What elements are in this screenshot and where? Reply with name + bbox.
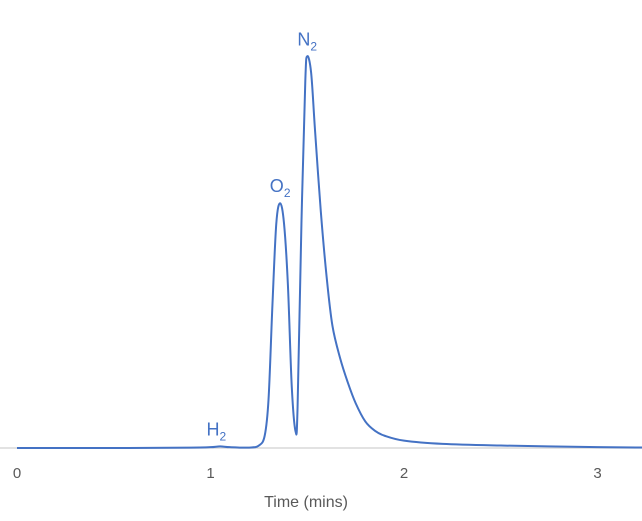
- x-axis-title: Time (mins): [264, 494, 348, 511]
- series-line: [17, 55, 642, 450]
- peak-label: N2: [297, 29, 317, 53]
- x-tick-label: 0: [13, 465, 21, 482]
- x-tick-label: 3: [593, 465, 601, 482]
- x-tick-labels: 0 1 2 3: [13, 465, 602, 482]
- peak-label: H2: [206, 419, 226, 443]
- x-tick-label: 2: [400, 465, 408, 482]
- peak-label: O2: [270, 176, 291, 200]
- x-tick-label: 1: [206, 465, 214, 482]
- peak-labels: H2 O2 N2: [206, 29, 317, 443]
